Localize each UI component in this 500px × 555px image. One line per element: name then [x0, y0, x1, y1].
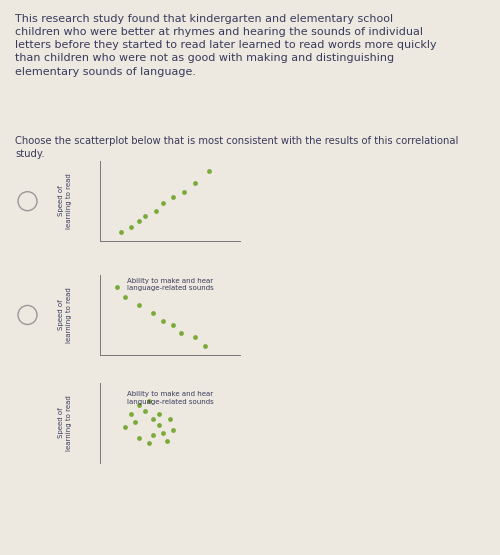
Point: [159, 198, 167, 207]
Point: [135, 301, 143, 310]
Point: [135, 217, 143, 226]
Point: [145, 439, 153, 448]
Point: [141, 407, 149, 416]
Point: [169, 193, 177, 201]
Point: [180, 187, 188, 196]
Point: [121, 423, 129, 432]
Point: [127, 223, 135, 231]
Point: [191, 179, 199, 188]
Point: [121, 293, 129, 302]
Point: [201, 341, 209, 350]
Point: [166, 415, 174, 423]
Point: [135, 433, 143, 442]
Point: [191, 333, 199, 342]
Point: [205, 166, 213, 175]
Point: [163, 436, 171, 445]
Point: [141, 211, 149, 220]
Point: [127, 409, 135, 418]
Text: Speed of
learning to read: Speed of learning to read: [58, 173, 71, 229]
Text: This research study found that kindergarten and elementary school
children who w: This research study found that kindergar…: [15, 14, 436, 77]
Point: [145, 396, 153, 405]
Point: [159, 428, 167, 437]
Point: [117, 228, 125, 236]
Point: [149, 415, 157, 423]
Point: [169, 320, 177, 329]
Point: [152, 206, 160, 215]
Point: [113, 282, 121, 291]
Point: [149, 309, 157, 318]
Point: [159, 317, 167, 326]
Point: [177, 328, 185, 337]
Point: [169, 425, 177, 434]
Point: [149, 431, 157, 440]
Text: Ability to make and hear
language-related sounds: Ability to make and hear language-relate…: [126, 278, 214, 291]
Text: Choose the scatterplot below that is most consistent with the results of this co: Choose the scatterplot below that is mos…: [15, 136, 458, 159]
Point: [155, 420, 163, 429]
Point: [155, 409, 163, 418]
Text: Speed of
learning to read: Speed of learning to read: [58, 287, 71, 343]
Point: [135, 401, 143, 410]
Text: Ability to make and hear
language-related sounds: Ability to make and hear language-relate…: [126, 391, 214, 405]
Text: Speed of
learning to read: Speed of learning to read: [58, 395, 71, 451]
Point: [131, 417, 139, 426]
